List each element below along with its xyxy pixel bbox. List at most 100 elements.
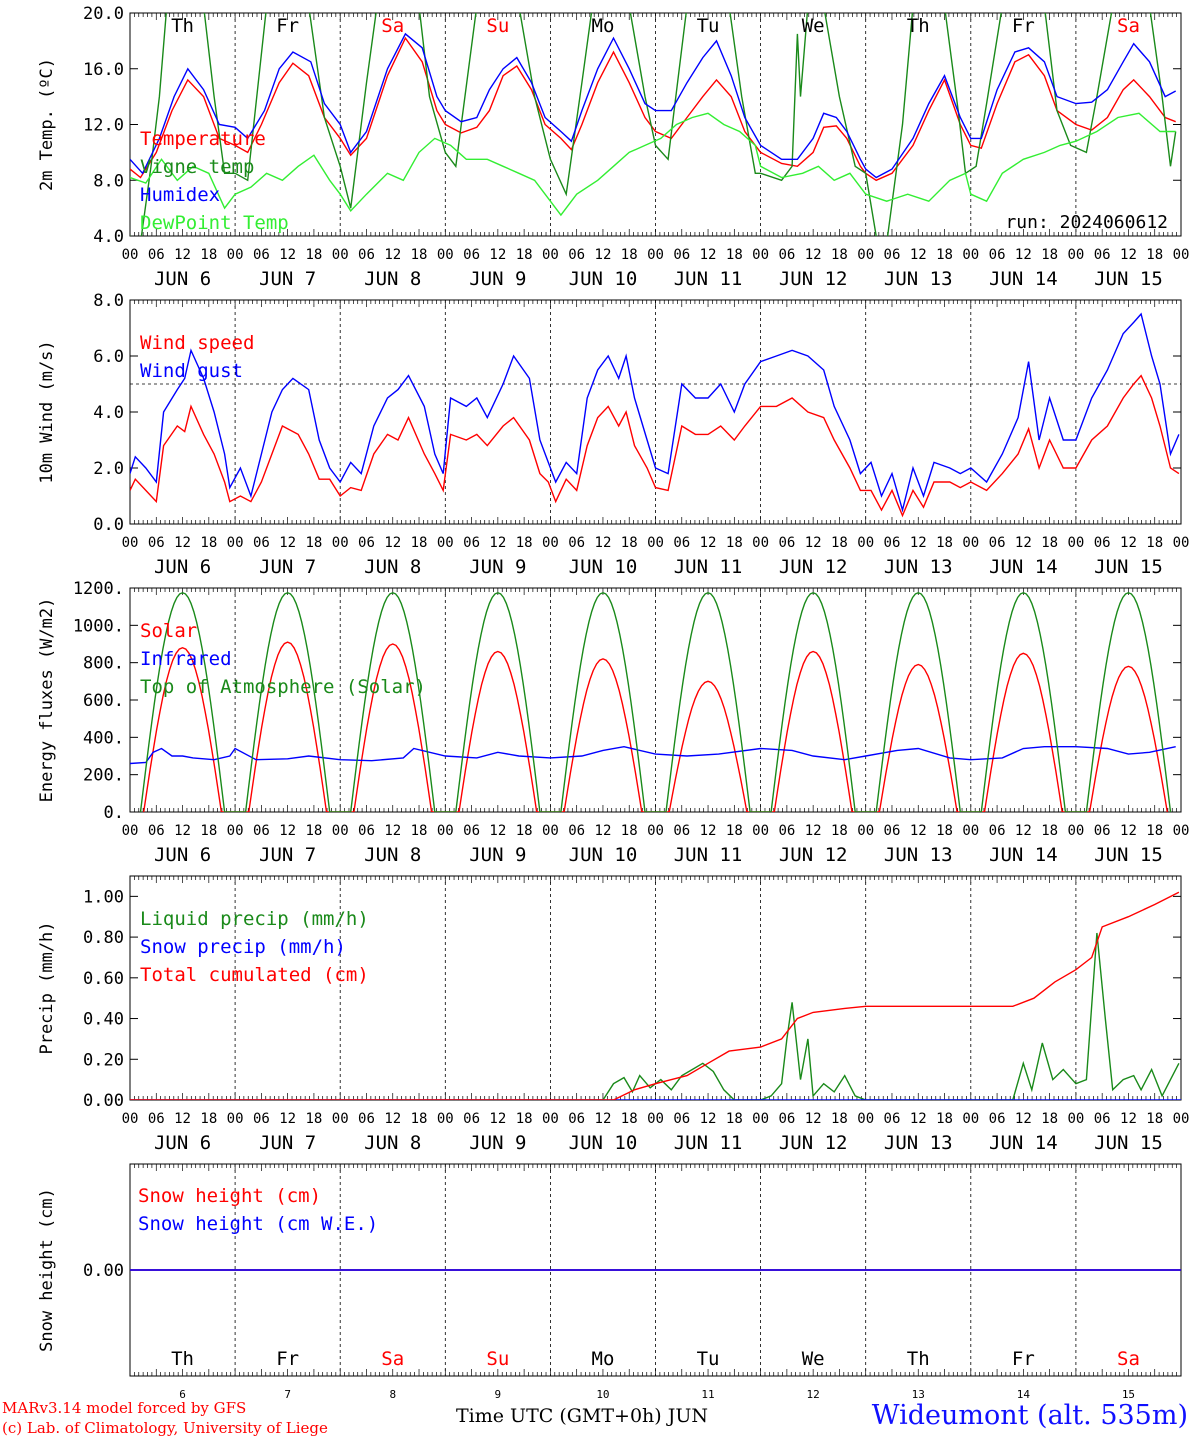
x-hour-label: 18 [726, 247, 743, 263]
x-hour-label: 12 [805, 535, 822, 551]
legend-entry: Solar [140, 620, 197, 642]
x-hour-label: 12 [1015, 1111, 1032, 1127]
weekday-label-top: Th [171, 15, 194, 37]
legend-entry: Temperature [140, 128, 266, 150]
x-day-label: JUN 12 [779, 268, 848, 290]
x-day-label: JUN 9 [469, 268, 526, 290]
weekday-label-bottom: Th [171, 1348, 194, 1370]
x-hour-label: 06 [253, 823, 270, 839]
x-day-label: JUN 14 [989, 844, 1058, 866]
panel-1 [129, 12, 1182, 237]
x-hour-label: 12 [1015, 247, 1032, 263]
x-day-label: JUN 13 [884, 268, 953, 290]
weekday-label-top: We [802, 15, 825, 37]
x-day-label: JUN 10 [569, 1132, 638, 1154]
y-tick-label: 200. [83, 766, 124, 786]
x-hour-label: 00 [122, 1111, 139, 1127]
x-hour-label: 00 [332, 1111, 349, 1127]
y-tick-label: 6.0 [93, 347, 124, 367]
x-hour-label: 00 [647, 1111, 664, 1127]
x-hour-label: 00 [1173, 535, 1190, 551]
x-hour-label: 06 [358, 1111, 375, 1127]
x-hour-label: 18 [621, 247, 638, 263]
x-hour-label: 06 [778, 535, 795, 551]
x-hour-label: 18 [411, 247, 428, 263]
x-hour-label: 06 [778, 1111, 795, 1127]
x-hour-label: 06 [463, 247, 480, 263]
date-label-bottom: 12 [807, 1388, 820, 1401]
date-label-bottom: 15 [1122, 1388, 1135, 1401]
x-hour-label: 18 [1146, 535, 1163, 551]
x-hour-label: 00 [1173, 247, 1190, 263]
x-hour-label: 18 [305, 535, 322, 551]
x-hour-label: 12 [384, 535, 401, 551]
x-hour-label: 00 [227, 823, 244, 839]
x-hour-label: 18 [936, 535, 953, 551]
x-hour-label: 00 [962, 1111, 979, 1127]
x-hour-label: 12 [910, 1111, 927, 1127]
y-tick-label: 0.80 [83, 928, 124, 948]
x-hour-label: 06 [989, 247, 1006, 263]
x-day-label: JUN 8 [364, 556, 421, 578]
legend-entry: Snow height (cm W.E.) [138, 1213, 378, 1235]
x-hour-label: 06 [253, 247, 270, 263]
x-hour-label: 12 [805, 823, 822, 839]
x-hour-label: 12 [489, 1111, 506, 1127]
weekday-label-top: Mo [592, 15, 615, 37]
legend-entry: Wind speed [140, 332, 254, 354]
weekday-label-bottom: Th [907, 1348, 930, 1370]
y-tick-label: 20.0 [83, 4, 124, 24]
y-tick-label: 0.60 [83, 969, 124, 989]
series-dewpoint-temp [130, 112, 1176, 217]
x-hour-label: 06 [673, 823, 690, 839]
x-hour-label: 18 [936, 1111, 953, 1127]
x-hour-label: 12 [384, 1111, 401, 1127]
x-hour-label: 18 [1146, 1111, 1163, 1127]
y-tick-label: 16.0 [83, 60, 124, 80]
x-hour-label: 00 [122, 823, 139, 839]
x-hour-label: 18 [831, 535, 848, 551]
x-day-label: JUN 10 [569, 844, 638, 866]
x-hour-label: 18 [200, 247, 217, 263]
y-tick-label: 1.00 [83, 887, 124, 907]
weekday-label-bottom: Tu [697, 1348, 720, 1370]
legend-entry: Wind gust [140, 360, 243, 382]
x-hour-label: 00 [1067, 535, 1084, 551]
x-hour-label: 18 [621, 535, 638, 551]
x-day-label: JUN 9 [469, 1132, 526, 1154]
x-hour-label: 06 [568, 823, 585, 839]
y-tick-label: 600. [83, 691, 124, 711]
x-hour-label: 06 [884, 823, 901, 839]
x-hour-label: 18 [1041, 823, 1058, 839]
x-hour-label: 06 [253, 1111, 270, 1127]
weekday-label-bottom: Fr [276, 1348, 299, 1370]
y-tick-label: 800. [83, 654, 124, 674]
x-hour-label: 18 [1041, 247, 1058, 263]
y-tick-label: 12.0 [83, 116, 124, 136]
weekday-label-top: Tu [697, 15, 720, 37]
date-label-bottom: 6 [179, 1388, 186, 1401]
x-day-label: JUN 11 [674, 844, 743, 866]
series-top-of-atmosphere-solar- [139, 591, 1172, 812]
x-hour-label: 18 [1041, 535, 1058, 551]
date-label-bottom: 9 [495, 1388, 502, 1401]
x-hour-label: 06 [989, 823, 1006, 839]
x-hour-label: 00 [122, 535, 139, 551]
x-hour-label: 18 [516, 535, 533, 551]
x-hour-label: 00 [647, 247, 664, 263]
weekday-label-top: Fr [276, 15, 299, 37]
panel-5 [129, 1163, 1182, 1377]
x-day-label: JUN 7 [259, 556, 316, 578]
legend-entry: Humidex [140, 184, 220, 206]
x-hour-label: 06 [358, 823, 375, 839]
x-hour-label: 18 [621, 823, 638, 839]
y-tick-label: 0.00 [83, 1261, 124, 1281]
x-hour-label: 06 [884, 1111, 901, 1127]
x-hour-label: 00 [962, 823, 979, 839]
x-hour-label: 12 [279, 823, 296, 839]
x-hour-label: 18 [831, 823, 848, 839]
x-hour-label: 00 [857, 1111, 874, 1127]
y-tick-label: 1000. [73, 616, 124, 636]
panel-2 [129, 299, 1182, 525]
